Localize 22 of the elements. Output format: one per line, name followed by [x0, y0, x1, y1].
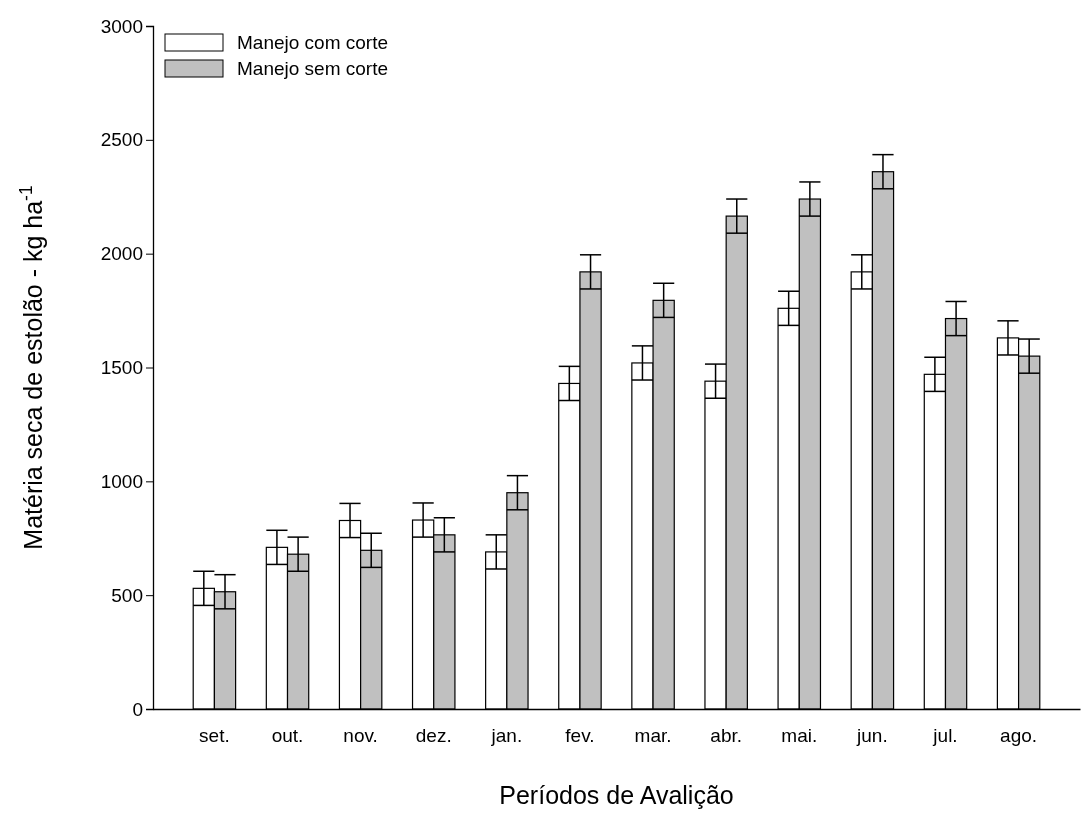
y-tick-label: 2000: [100, 243, 143, 265]
legend-label: Manejo com corte: [237, 32, 389, 53]
y-tick-label: 1000: [100, 470, 143, 492]
y-tick-label: 0: [132, 698, 143, 720]
y-tick-label: 500: [111, 584, 143, 606]
x-tick-label: jan.: [490, 725, 523, 747]
x-tick-label: abr.: [710, 725, 743, 747]
x-tick-label: nov.: [343, 725, 378, 747]
y-tick-label: 1500: [100, 357, 143, 379]
x-tick-label: fev.: [565, 725, 595, 747]
x-tick-label: out.: [271, 725, 304, 747]
x-axis-title: Períodos de Avalição: [499, 781, 734, 809]
x-tick-label: jul.: [932, 725, 958, 747]
x-tick-label: mai.: [781, 725, 818, 747]
x-tick-label: jun.: [856, 725, 888, 747]
y-tick-label: 2500: [100, 129, 143, 151]
x-tick-label: set.: [199, 725, 230, 747]
x-tick-label: mar.: [634, 725, 672, 747]
x-tick-label: ago.: [1000, 725, 1038, 747]
y-tick-label: 3000: [100, 15, 143, 37]
x-tick-label: dez.: [415, 725, 452, 747]
legend-label: Manejo sem corte: [237, 58, 389, 79]
